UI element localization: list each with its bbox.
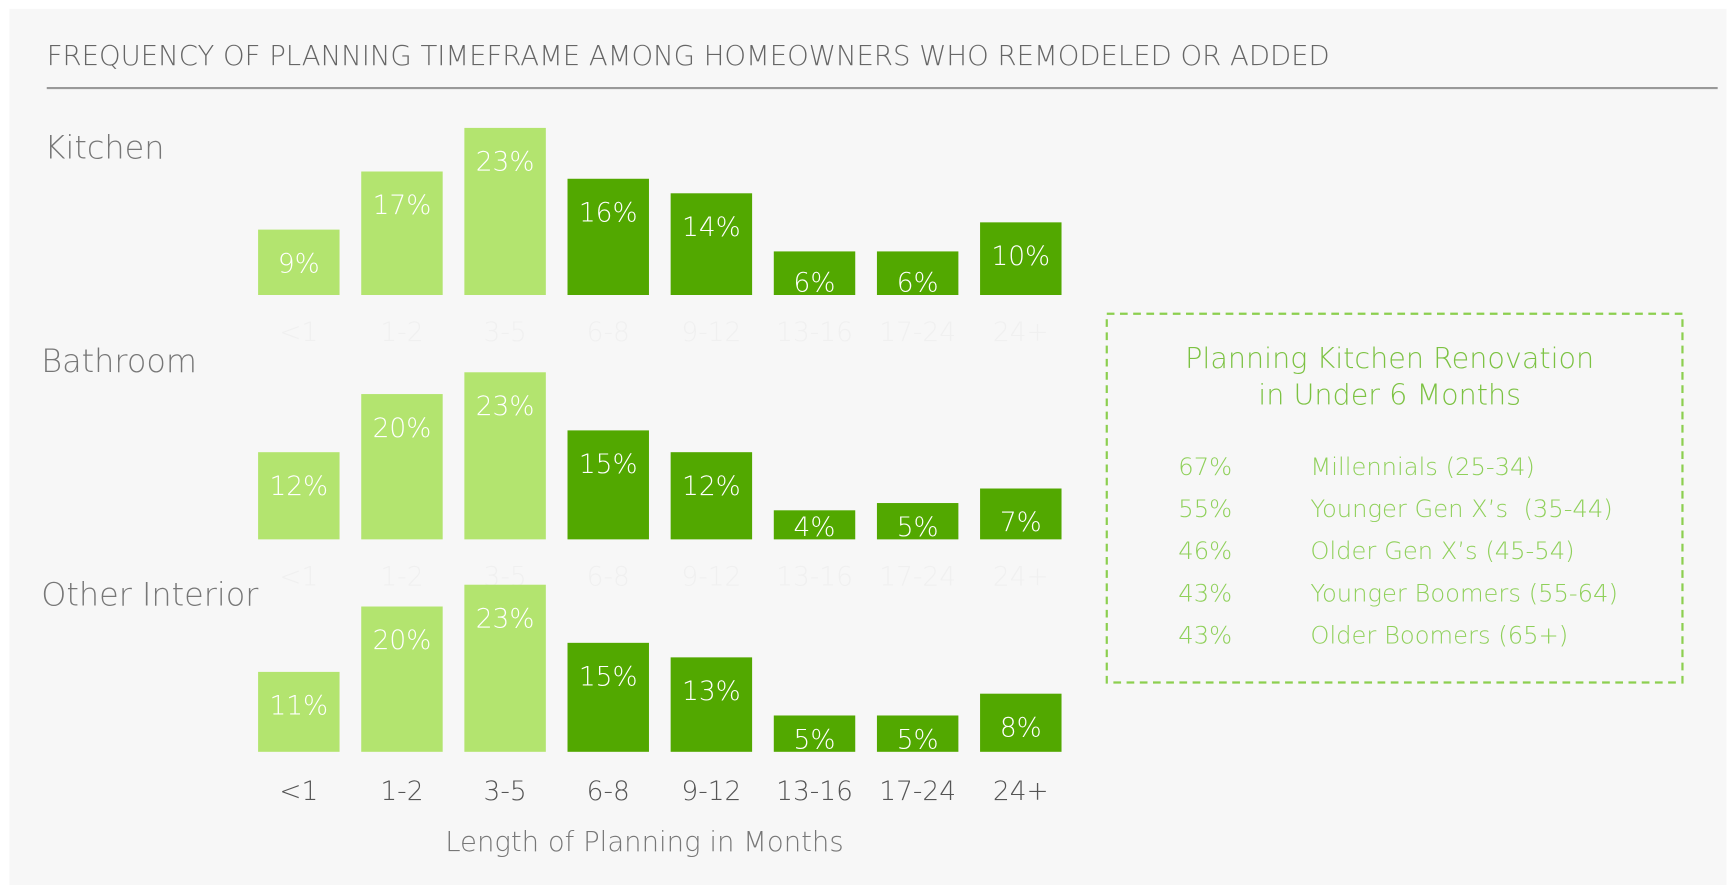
value-label: 6%: [794, 267, 836, 298]
bar: [773, 251, 856, 295]
chart-title: Kitchen: [45, 129, 165, 167]
value-label: 8%: [1000, 712, 1042, 743]
x-tick-label: 1-2: [380, 561, 423, 592]
x-tick-label: 17-24: [879, 776, 956, 807]
callout-value: 67%: [1178, 453, 1232, 481]
bar: [567, 642, 649, 752]
value-label: 14%: [682, 212, 741, 243]
x-tick-label: 24+: [993, 561, 1049, 592]
x-tick-label: 1-2: [380, 776, 423, 807]
callout-value: 43%: [1178, 621, 1232, 649]
value-label: 15%: [579, 662, 638, 693]
bar: [258, 452, 340, 540]
x-tick-label: 13-16: [776, 776, 853, 807]
callout-value: 43%: [1178, 579, 1232, 607]
x-tick-label: 24+: [993, 317, 1049, 348]
bar: [258, 671, 340, 752]
value-label: 20%: [373, 413, 432, 444]
chart-title: Other Interior: [41, 576, 259, 614]
value-label: 23%: [476, 391, 535, 422]
value-label: 7%: [1000, 507, 1042, 538]
callout-value: 46%: [1178, 537, 1232, 565]
x-tick-label: 1-2: [380, 317, 423, 348]
bar: [773, 715, 856, 752]
bar: [670, 657, 753, 752]
bar: [980, 222, 1062, 295]
page-title: FREQUENCY OF PLANNING TIMEFRAME AMONG HO…: [47, 40, 1330, 72]
bar: [876, 503, 959, 540]
bar: [670, 193, 753, 295]
bar: [876, 251, 959, 295]
value-label: 12%: [682, 471, 741, 502]
bar: [361, 171, 443, 295]
x-tick-label: 13-16: [776, 317, 853, 348]
bar: [258, 229, 340, 295]
x-tick-label: 6-8: [587, 561, 630, 592]
x-axis-label: Length of Planning in Months: [445, 826, 843, 858]
x-tick-label: 6-8: [587, 317, 630, 348]
value-label: 9%: [278, 248, 320, 279]
x-tick-label: 24+: [993, 776, 1049, 807]
bar: [361, 606, 443, 752]
callout-label: Younger Boomers (55-64): [1310, 579, 1618, 607]
bar: [980, 693, 1062, 752]
x-tick-label: 3-5: [484, 776, 527, 807]
x-tick-label: 9-12: [681, 561, 741, 592]
bar: [567, 430, 649, 540]
bar: [361, 394, 443, 540]
value-label: 13%: [682, 676, 741, 707]
bar: [567, 178, 649, 295]
value-label: 5%: [897, 512, 939, 543]
x-tick-label: <1: [279, 561, 318, 592]
bar: [876, 715, 959, 752]
bar: [670, 452, 753, 540]
callout-label: Millennials (25-34): [1310, 453, 1534, 481]
bar: [464, 127, 546, 296]
x-tick-label: 17-24: [879, 317, 956, 348]
x-tick-label: 3-5: [484, 317, 527, 348]
callout-title: in Under 6 Months: [1258, 377, 1521, 411]
x-tick-label: <1: [279, 776, 318, 807]
value-label: 20%: [373, 625, 432, 656]
bar: [464, 584, 546, 752]
x-tick-label: 9-12: [681, 776, 741, 807]
chart-title: Bathroom: [41, 342, 197, 380]
callout-value: 55%: [1178, 495, 1232, 523]
value-label: 5%: [897, 724, 939, 755]
value-label: 23%: [476, 147, 535, 178]
callout-label: Younger Gen X’s (35-44): [1310, 495, 1612, 523]
bar: [773, 510, 856, 540]
value-label: 23%: [476, 603, 535, 634]
x-tick-label: 9-12: [681, 317, 741, 348]
background: [9, 8, 1727, 885]
bar: [980, 488, 1062, 540]
value-label: 12%: [269, 471, 328, 502]
value-label: 15%: [579, 449, 638, 480]
callout-label: Older Boomers (65+): [1310, 621, 1568, 649]
callout-box: [1105, 312, 1684, 684]
x-tick-label: 17-24: [879, 561, 956, 592]
x-tick-label: 13-16: [776, 561, 853, 592]
bar: [464, 372, 546, 540]
callout-title: Planning Kitchen Renovation: [1185, 341, 1594, 375]
callout-label: Older Gen X’s (45-54): [1310, 537, 1574, 565]
value-label: 4%: [794, 512, 836, 543]
value-label: 5%: [794, 724, 836, 755]
value-label: 17%: [373, 190, 432, 221]
value-label: 16%: [579, 197, 638, 228]
value-label: 11%: [269, 691, 328, 722]
x-tick-label: 6-8: [587, 776, 630, 807]
x-tick-label: <1: [279, 317, 318, 348]
value-label: 10%: [991, 241, 1050, 272]
value-label: 6%: [897, 267, 939, 298]
